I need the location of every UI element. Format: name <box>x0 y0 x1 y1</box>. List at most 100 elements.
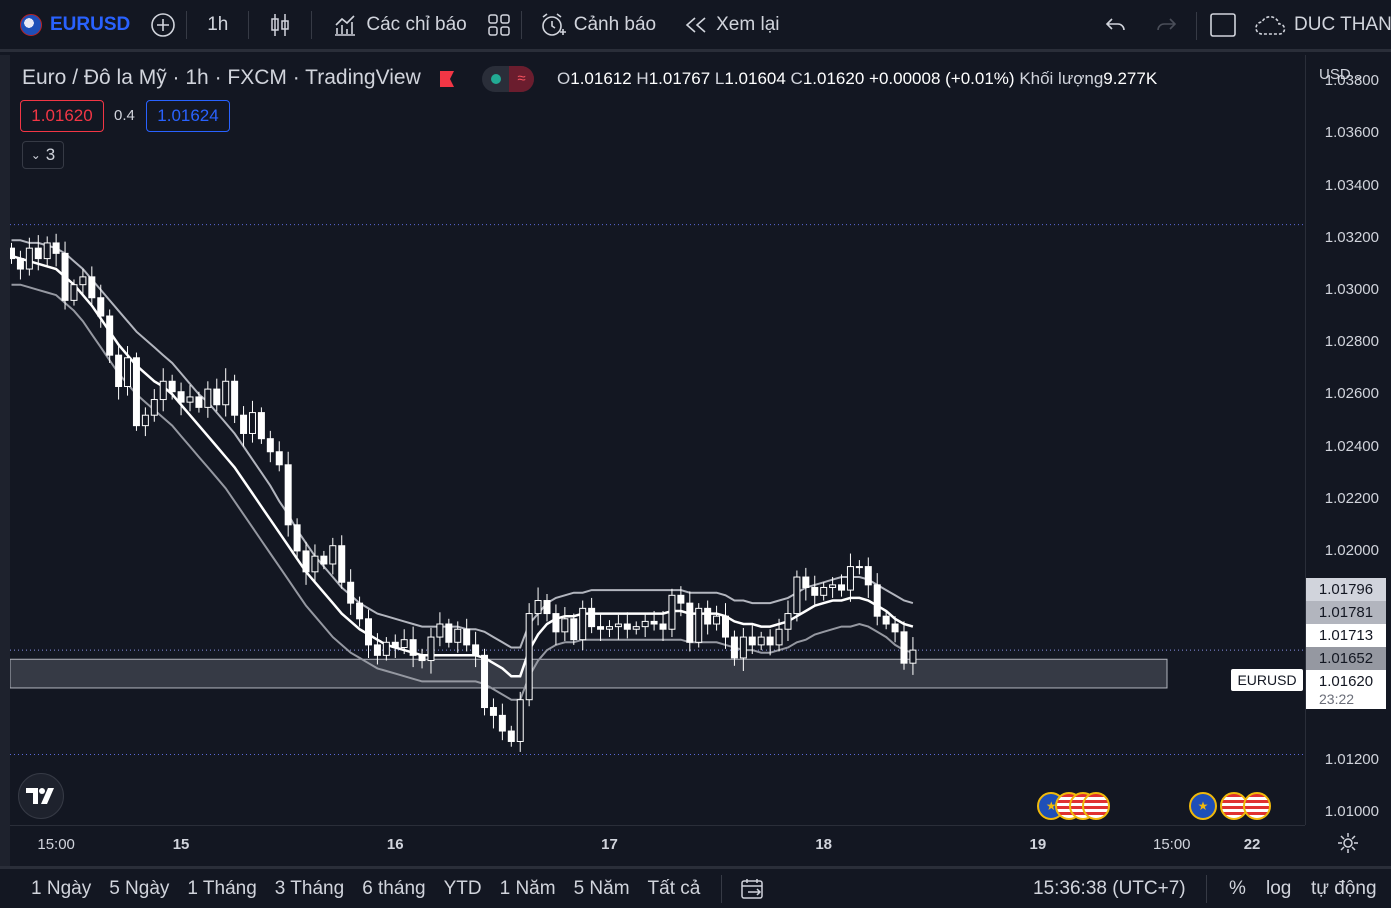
candle-up <box>248 412 256 434</box>
candle-up <box>70 284 78 301</box>
save-layout-button[interactable]: DUC THANG <box>1244 0 1391 49</box>
range-button[interactable]: 1 Tháng <box>187 877 257 899</box>
toolbar-divider <box>311 10 313 39</box>
candle-down <box>445 623 453 643</box>
candles-icon <box>271 13 290 36</box>
candle-down <box>365 618 372 646</box>
settings-gear-icon[interactable] <box>1337 832 1359 854</box>
range-button[interactable]: 1 Ngày <box>31 877 92 899</box>
range-button[interactable]: 5 Năm <box>573 877 630 899</box>
eurusd-flag-icon <box>20 13 42 36</box>
redo-button[interactable] <box>1144 0 1188 49</box>
candle-down <box>552 613 560 633</box>
candle-up <box>909 649 917 664</box>
buy-price-button[interactable]: 1.01624 <box>146 100 230 132</box>
candle-down <box>168 380 176 393</box>
cloud-icon <box>1255 15 1286 35</box>
candle-down <box>61 252 69 301</box>
plus-circle-icon <box>151 12 176 37</box>
compare-add-button[interactable] <box>140 0 186 49</box>
price-tick-label: 1.02800 <box>1324 333 1379 351</box>
candle-down <box>597 626 605 630</box>
chart-legend-title[interactable]: Euro / Đô la Mỹ · 1h · FXCM · TradingVie… <box>22 66 421 89</box>
candle-down <box>275 451 283 466</box>
interval-button[interactable]: 1h <box>207 13 229 35</box>
candle-up <box>222 380 230 406</box>
alarm-clock-icon <box>541 12 566 36</box>
candle-down <box>320 555 328 565</box>
indicators-collapse-button[interactable]: ⌄ 3 <box>22 141 64 169</box>
alert-button[interactable]: Cảnh báo <box>522 0 666 49</box>
price-chart[interactable] <box>8 55 1305 825</box>
range-button[interactable]: YTD <box>443 877 482 899</box>
toolbar-divider <box>1206 874 1207 903</box>
currency-selector[interactable]: USD ⌄ <box>1319 66 1363 83</box>
candle-up <box>757 636 765 646</box>
candle-down <box>463 628 471 646</box>
time-tick-label: 18 <box>815 836 833 853</box>
candle-up <box>427 636 435 662</box>
timezone-clock[interactable]: 15:36:38 (UTC+7) <box>1033 877 1186 899</box>
ohlc-values: O1.01612 H1.01767 L1.01604 C1.01620 +0.0… <box>557 69 1157 89</box>
time-axis[interactable]: 15:00 15 16 17 18 19 15:00 22 <box>10 825 1305 863</box>
candle-down <box>659 623 667 630</box>
candle-up <box>739 636 747 659</box>
support-zone-rectangle <box>9 658 1168 689</box>
time-tick-label: 15:00 <box>37 836 75 853</box>
indicators-chart-icon <box>335 14 356 36</box>
candle-up <box>561 618 569 633</box>
price-tick-label: 1.03000 <box>1324 280 1379 298</box>
range-button[interactable]: 3 Tháng <box>274 877 345 899</box>
candle-up <box>186 396 194 403</box>
range-button[interactable]: 6 tháng <box>362 877 426 899</box>
tradingview-logo[interactable] <box>18 773 64 819</box>
us-event-flag-icon[interactable] <box>1081 792 1110 820</box>
candle-down <box>686 602 694 643</box>
us-event-flag-icon[interactable] <box>1242 792 1271 820</box>
price-tick-label: 1.01200 <box>1324 750 1379 768</box>
price-axis[interactable]: USD ⌄ 1.01000 1.01200 1.02000 1.02200 1.0240… <box>1305 55 1391 825</box>
fullscreen-button[interactable] <box>1200 0 1246 49</box>
auto-scale-toggle[interactable]: tự động <box>1311 877 1377 899</box>
candle-up <box>614 623 622 628</box>
grid-templates-icon <box>487 13 510 36</box>
wave-icon: ≈ <box>509 66 534 92</box>
candle-down <box>16 258 24 270</box>
candle-down <box>177 391 185 403</box>
symbol-search-button[interactable]: EURUSD <box>0 0 140 49</box>
change-value: +0.00008 (+0.01%) <box>869 69 1015 88</box>
layouts-button[interactable] <box>477 0 521 49</box>
indicators-label: Các chỉ báo <box>366 13 467 35</box>
goto-date-button[interactable] <box>722 878 784 900</box>
candle-up <box>43 242 51 260</box>
low-value: 1.01604 <box>724 69 786 88</box>
replay-button[interactable]: Xem lại <box>666 0 789 49</box>
undo-button[interactable] <box>1094 0 1138 49</box>
market-open-dot-icon <box>491 74 501 84</box>
flag-marker-icon[interactable] <box>438 70 456 88</box>
redo-icon <box>1157 17 1177 30</box>
high-label: H <box>636 69 649 88</box>
range-button[interactable]: 1 Năm <box>499 877 556 899</box>
eu-event-flag-icon[interactable]: ★ <box>1188 792 1217 820</box>
candle-down <box>838 584 846 591</box>
candle-up <box>454 628 462 643</box>
log-toggle[interactable]: log <box>1266 877 1292 899</box>
sell-price-button[interactable]: 1.01620 <box>20 100 104 132</box>
price-tick-label: 1.02400 <box>1324 437 1379 455</box>
indicators-button[interactable]: Các chỉ báo <box>312 0 476 49</box>
range-button[interactable]: Tất cả <box>647 877 701 899</box>
range-button[interactable]: 5 Ngày <box>109 877 170 899</box>
chart-type-button[interactable] <box>249 0 311 49</box>
toolbar-divider <box>248 10 250 39</box>
market-status-toggle[interactable]: ≈ <box>482 66 534 92</box>
chart-pane[interactable]: ★ ★ <box>8 55 1305 825</box>
symbol-price-tag: EURUSD <box>1231 669 1303 691</box>
candle-down <box>106 315 114 356</box>
percent-toggle[interactable]: % <box>1229 877 1246 899</box>
price-tick-label: 1.02600 <box>1324 385 1379 403</box>
time-tick-label: 22 <box>1243 836 1261 853</box>
candle-down <box>52 242 60 254</box>
left-drawing-toolbar-edge <box>0 55 10 866</box>
time-tick-label: 16 <box>386 836 404 853</box>
